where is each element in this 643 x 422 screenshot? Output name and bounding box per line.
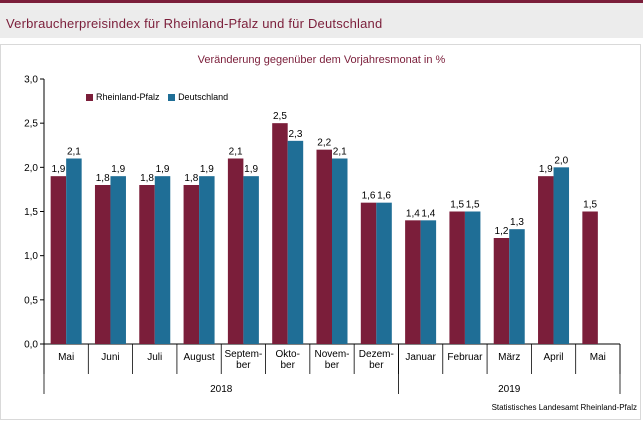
bar-value-label: 1,4 bbox=[421, 208, 435, 219]
y-tick-label: 3,0 bbox=[24, 75, 38, 86]
legend-label-de: Deutschland bbox=[178, 92, 229, 102]
bar-rheinland-pfalz bbox=[538, 176, 554, 344]
x-tick-label: Dezem- bbox=[359, 349, 394, 360]
bar-rheinland-pfalz bbox=[449, 211, 465, 344]
bar-deutschland bbox=[243, 176, 259, 344]
x-tick-label: Mai bbox=[590, 352, 606, 363]
y-tick-label: 0,0 bbox=[24, 340, 38, 351]
bar-rheinland-pfalz bbox=[360, 202, 377, 344]
bar-value-label: 1,9 bbox=[539, 164, 553, 175]
x-tick-label: April bbox=[544, 352, 564, 363]
bar-deutschland bbox=[509, 229, 525, 344]
bar-value-label: 1,3 bbox=[510, 217, 524, 228]
bar-value-label: 1,9 bbox=[111, 164, 125, 175]
bar-rheinland-pfalz bbox=[94, 185, 111, 344]
x-tick-label: Juni bbox=[101, 352, 119, 363]
y-tick-label: 0,5 bbox=[24, 295, 38, 306]
bar-rheinland-pfalz bbox=[316, 149, 332, 344]
bar-value-label: 1,9 bbox=[51, 164, 65, 175]
header: Verbraucherpreisindex für Rheinland-Pfal… bbox=[0, 3, 643, 38]
bar-deutschland bbox=[154, 176, 171, 344]
bar-deutschland bbox=[66, 158, 82, 344]
x-tick-label: ber bbox=[236, 360, 251, 371]
bar-value-label: 1,5 bbox=[583, 200, 597, 211]
top-accent-bar bbox=[0, 0, 643, 3]
x-tick-label: August bbox=[184, 352, 215, 363]
bar-value-label: 2,3 bbox=[288, 129, 302, 140]
bar-rheinland-pfalz bbox=[50, 176, 67, 344]
bar-value-label: 2,1 bbox=[333, 147, 347, 158]
bar-deutschland bbox=[464, 211, 481, 344]
x-tick-label: Septem- bbox=[224, 349, 262, 360]
bar-value-label: 1,6 bbox=[362, 191, 376, 202]
bar-rheinland-pfalz bbox=[405, 220, 421, 344]
bar-value-label: 1,5 bbox=[466, 200, 480, 211]
bar-rheinland-pfalz bbox=[493, 238, 510, 344]
bar-value-label: 1,9 bbox=[244, 164, 258, 175]
page-title: Verbraucherpreisindex für Rheinland-Pfal… bbox=[6, 16, 383, 31]
legend-swatch-rlp bbox=[86, 93, 93, 101]
bar-value-label: 1,9 bbox=[200, 164, 214, 175]
bar-value-label: 1,9 bbox=[156, 164, 170, 175]
bar-rheinland-pfalz bbox=[227, 158, 244, 344]
legend-swatch-de bbox=[168, 93, 176, 101]
bar-rheinland-pfalz bbox=[183, 185, 200, 344]
year-label: 2018 bbox=[210, 384, 233, 395]
bar-value-label: 1,4 bbox=[406, 208, 420, 219]
bar-value-label: 1,8 bbox=[140, 173, 154, 184]
bar-value-label: 2,1 bbox=[67, 147, 81, 158]
bar-deutschland bbox=[420, 220, 437, 344]
x-tick-label: März bbox=[498, 352, 520, 363]
bar-deutschland bbox=[287, 140, 304, 344]
bar-deutschland bbox=[553, 167, 570, 344]
year-label: 2019 bbox=[498, 384, 521, 395]
bar-deutschland bbox=[376, 202, 392, 344]
x-tick-label: Mai bbox=[58, 352, 74, 363]
bar-deutschland bbox=[199, 176, 215, 344]
bar-value-label: 2,1 bbox=[229, 147, 243, 158]
legend-item-rlp: Rheinland-Pfalz bbox=[86, 92, 160, 102]
source-note: Statistisches Landesamt Rheinland-Pfalz bbox=[491, 403, 637, 412]
bar-value-label: 2,2 bbox=[317, 138, 331, 149]
bar-value-label: 1,5 bbox=[450, 200, 464, 211]
bar-value-label: 2,0 bbox=[554, 155, 568, 166]
y-tick-label: 2,0 bbox=[24, 163, 38, 174]
y-tick-label: 1,5 bbox=[24, 207, 38, 218]
x-tick-label: ber bbox=[369, 360, 384, 371]
chart-frame bbox=[0, 44, 641, 420]
bar-value-label: 1,8 bbox=[184, 173, 198, 184]
x-tick-label: Juli bbox=[147, 352, 162, 363]
y-tick-label: 2,5 bbox=[24, 119, 38, 130]
x-tick-label: Januar bbox=[405, 352, 436, 363]
x-tick-label: Februar bbox=[447, 352, 483, 363]
bar-rheinland-pfalz bbox=[272, 123, 288, 345]
bar-rheinland-pfalz bbox=[582, 211, 598, 344]
x-tick-label: ber bbox=[325, 360, 340, 371]
bar-value-label: 1,2 bbox=[495, 226, 509, 237]
chart-legend: Rheinland-Pfalz Deutschland bbox=[86, 92, 234, 103]
bar-value-label: 2,5 bbox=[273, 111, 287, 122]
legend-label-rlp: Rheinland-Pfalz bbox=[96, 92, 160, 102]
x-tick-label: ber bbox=[280, 360, 295, 371]
legend-item-de: Deutschland bbox=[168, 92, 228, 102]
bar-value-label: 1,8 bbox=[96, 173, 110, 184]
x-tick-label: Okto- bbox=[275, 349, 299, 360]
x-tick-label: Novem- bbox=[314, 349, 349, 360]
bar-rheinland-pfalz bbox=[139, 185, 155, 344]
bar-value-label: 1,6 bbox=[377, 191, 391, 202]
bar-deutschland bbox=[110, 176, 126, 344]
chart-subtitle: Veränderung gegenüber dem Vorjahresmonat… bbox=[197, 54, 446, 66]
bar-deutschland bbox=[332, 158, 348, 344]
y-tick-label: 1,0 bbox=[24, 251, 38, 262]
